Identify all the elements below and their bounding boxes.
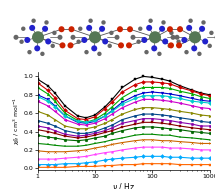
Circle shape <box>21 26 26 31</box>
Circle shape <box>159 26 165 32</box>
Circle shape <box>71 35 75 40</box>
Circle shape <box>78 26 83 31</box>
Circle shape <box>167 26 173 32</box>
Circle shape <box>177 26 183 32</box>
Circle shape <box>162 38 168 44</box>
Circle shape <box>91 45 97 51</box>
Circle shape <box>127 26 133 32</box>
Circle shape <box>136 40 141 44</box>
Circle shape <box>76 40 81 44</box>
Circle shape <box>181 37 187 43</box>
X-axis label: $\nu$ / Hz: $\nu$ / Hz <box>112 181 135 189</box>
Circle shape <box>167 44 172 48</box>
Circle shape <box>146 25 152 31</box>
Circle shape <box>148 19 153 23</box>
Circle shape <box>178 26 183 31</box>
Circle shape <box>169 31 174 35</box>
Circle shape <box>197 52 202 56</box>
Circle shape <box>131 35 135 40</box>
Circle shape <box>40 52 45 56</box>
Circle shape <box>52 31 57 35</box>
Circle shape <box>186 25 192 31</box>
Circle shape <box>108 44 112 48</box>
Circle shape <box>31 19 36 23</box>
Circle shape <box>188 19 193 23</box>
Circle shape <box>19 40 24 44</box>
Circle shape <box>207 44 212 48</box>
Circle shape <box>84 50 89 54</box>
Circle shape <box>89 31 101 43</box>
Circle shape <box>170 35 175 40</box>
Circle shape <box>88 19 93 23</box>
Circle shape <box>157 52 162 56</box>
Circle shape <box>176 42 182 48</box>
Circle shape <box>161 20 166 25</box>
Circle shape <box>68 42 74 48</box>
Circle shape <box>69 26 75 32</box>
Circle shape <box>51 44 55 48</box>
Circle shape <box>86 25 92 31</box>
Circle shape <box>58 26 64 32</box>
Circle shape <box>201 20 206 25</box>
Circle shape <box>191 45 197 51</box>
Circle shape <box>199 26 205 32</box>
Y-axis label: $\chi_M''$ / cm$^3$ mol$^{-1}$: $\chi_M''$ / cm$^3$ mol$^{-1}$ <box>11 97 22 145</box>
Circle shape <box>117 26 123 32</box>
Circle shape <box>29 25 35 31</box>
Circle shape <box>102 38 108 44</box>
Circle shape <box>126 42 132 48</box>
Circle shape <box>141 37 147 43</box>
Circle shape <box>97 52 102 56</box>
Circle shape <box>109 31 114 35</box>
Circle shape <box>45 38 51 44</box>
Circle shape <box>149 31 161 43</box>
Circle shape <box>24 37 30 43</box>
Circle shape <box>151 45 157 51</box>
Circle shape <box>176 40 181 44</box>
Circle shape <box>118 42 124 48</box>
Circle shape <box>138 26 143 31</box>
Circle shape <box>209 31 214 35</box>
Circle shape <box>115 35 120 40</box>
Circle shape <box>81 37 87 43</box>
Circle shape <box>57 35 63 40</box>
Circle shape <box>144 50 149 54</box>
Circle shape <box>27 50 32 54</box>
Circle shape <box>44 20 49 25</box>
Circle shape <box>168 42 174 48</box>
Circle shape <box>101 20 106 25</box>
Circle shape <box>189 31 201 43</box>
Circle shape <box>175 35 180 40</box>
Circle shape <box>202 38 208 44</box>
Circle shape <box>42 26 48 32</box>
Circle shape <box>32 31 44 43</box>
Circle shape <box>184 50 189 54</box>
Circle shape <box>14 35 18 40</box>
Circle shape <box>34 45 40 51</box>
Circle shape <box>60 42 66 48</box>
Circle shape <box>99 26 105 32</box>
